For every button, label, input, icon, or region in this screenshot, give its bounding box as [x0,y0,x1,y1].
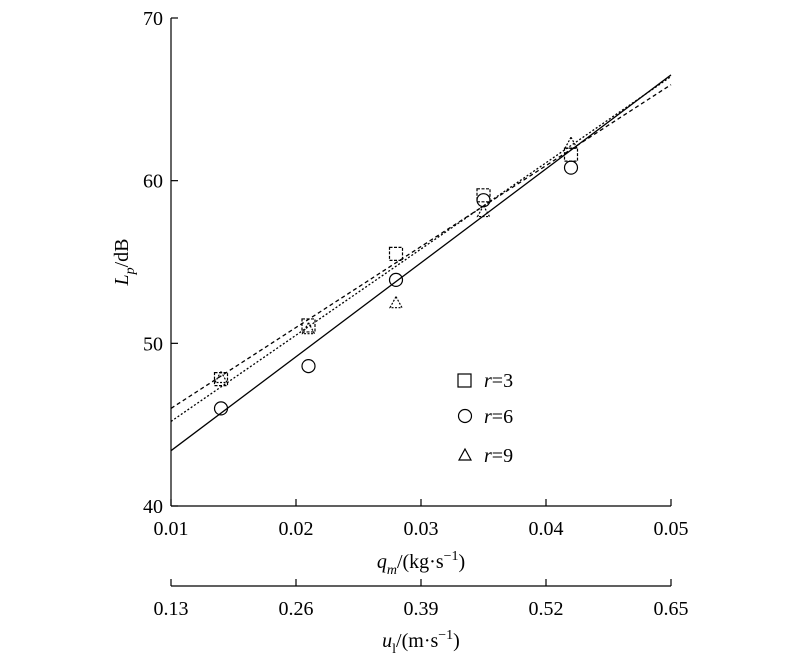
x-tick-label: 0.03 [404,518,439,540]
legend-label-r6: r=6 [484,406,513,428]
data-point-series-1 [301,359,316,374]
x2-tick-label: 0.52 [529,598,564,620]
y-tick-label: 50 [143,333,163,355]
x-tick-label: 0.05 [654,518,689,540]
x2-axis-title: ul/(m·s−1) [382,628,460,657]
legend-label-r9: r=9 [484,445,513,467]
data-point-series-1 [563,160,579,175]
legend-circle-marker [457,408,473,424]
data-point-series-1 [388,272,404,287]
x-tick-label: 0.02 [279,518,314,540]
x-tick-label: 0.01 [154,518,189,540]
legend-item-r9: r=9 [457,445,513,467]
data-point-series-2 [388,295,404,309]
data-point-series-0 [301,318,316,333]
data-point-series-0 [476,188,491,203]
x2-tick-label: 0.65 [654,598,689,620]
y-tick-label: 70 [143,8,163,30]
y-axis-title: Lp/dB [111,238,138,286]
fit-line-series-1 [170,74,672,452]
x2-tick-label: 0.13 [154,598,189,620]
x-tick-label: 0.04 [529,518,564,540]
legend-item-r6: r=6 [457,406,513,428]
data-point-series-1 [476,193,491,208]
x2-tick-label: 0.39 [404,598,439,620]
data-point-series-1 [213,401,229,416]
data-point-series-0 [388,246,404,261]
legend: r=3 r=6 r=9 [457,370,513,467]
plot-area [170,74,672,452]
legend-label-r3: r=3 [484,370,513,392]
data-point-series-2 [476,204,491,218]
data-point-series-2 [301,321,316,335]
fit-line-series-2 [170,76,672,422]
y-tick-label: 40 [143,496,163,518]
legend-triangle-marker [457,447,473,461]
x-axis-title: qm/(kg·s−1) [377,549,465,578]
data-point-series-2 [563,136,579,149]
legend-square-marker [457,373,472,388]
fit-line-series-0 [170,84,672,409]
data-point-series-2 [213,370,229,384]
legend-item-r3: r=3 [457,370,513,392]
x2-tick-label: 0.26 [279,598,314,620]
ticks: 40 50 60 70 0.01 0.13 0.02 0.26 0.03 0.39 0.04 0.52… [143,8,689,620]
y-tick-label: 60 [143,171,163,193]
